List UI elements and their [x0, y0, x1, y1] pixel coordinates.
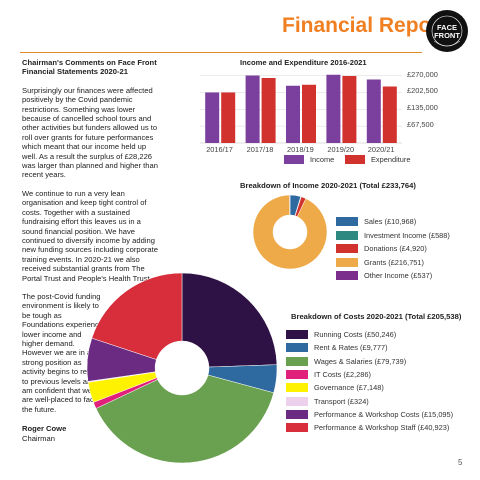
x-tick-label: 2020/21: [367, 145, 395, 154]
legend-swatch-income: [284, 155, 304, 164]
bar-income-2020-21: [366, 79, 381, 143]
y-tick-label: £67,500: [407, 120, 434, 130]
bar-income-2016-17: [205, 92, 220, 143]
income-legend-label: Other Income (£537): [364, 271, 433, 280]
income-legend-item: Sales (£10,968): [336, 217, 416, 226]
costs-legend-label: Performance & Workshop Costs (£15,095): [314, 409, 454, 419]
costs-legend-label: Governance (£7,148): [314, 383, 384, 393]
income-legend-item: Investment Income (£588): [336, 230, 450, 240]
legend-income: Income: [284, 155, 334, 164]
costs-legend-item: Running Costs (£50,246): [286, 330, 396, 339]
face-front-logo: FACE FRONT: [426, 10, 468, 52]
legend-expenditure: Expenditure: [345, 155, 410, 164]
costs-legend-swatch: [286, 369, 308, 379]
bar-income-2017-18: [245, 75, 260, 143]
income-legend-swatch: [336, 271, 358, 280]
costs-legend-swatch: [286, 356, 308, 366]
costs-legend-item: Wages & Salaries (£79,739): [286, 356, 407, 366]
costs-legend-label: Transport (£324): [314, 396, 369, 406]
comments-paragraph-3: The post-Covid funding environment is li…: [22, 291, 104, 414]
income-legend-label: Grants (£216,751): [364, 257, 424, 267]
income-legend-label: Sales (£10,968): [364, 217, 417, 226]
costs-legend-swatch: [286, 423, 308, 433]
comments-paragraph-1: Surprisingly our finances were affected …: [22, 85, 158, 180]
x-tick-label: 2019/20: [327, 145, 355, 154]
header-rule: [20, 52, 422, 53]
costs-chart-title: Breakdown of Costs 2020-2021 (Total £205…: [291, 312, 462, 321]
bar-chart-title: Income and Expenditure 2016-2021: [240, 58, 367, 67]
bar-expenditure-2018-19: [302, 84, 316, 143]
income-slice-0: [289, 194, 302, 217]
costs-slice-1: [207, 364, 278, 394]
signer-name: Roger Cowe: [22, 424, 67, 434]
income-legend-swatch: [336, 244, 358, 253]
income-slice-4: [289, 194, 291, 216]
bar-expenditure-2016-17: [221, 92, 236, 143]
y-tick-label: £135,000: [407, 103, 438, 113]
costs-legend-label: Wages & Salaries (£79,739): [314, 356, 407, 366]
costs-legend-swatch: [286, 343, 308, 353]
legend-swatch-expenditure: [345, 155, 365, 164]
income-legend-label: Donations (£4,920): [364, 244, 427, 253]
report-title: Financial Report: [282, 14, 447, 37]
x-tick-label: 2016/17: [206, 145, 233, 154]
signer-role: Chairman: [22, 433, 55, 443]
bar-income-2019-20: [326, 74, 341, 143]
costs-legend-item: Performance & Workshop Costs (£15,095): [286, 409, 454, 419]
costs-legend-swatch: [286, 383, 308, 393]
income-legend-item: Other Income (£537): [336, 271, 432, 280]
costs-slice-0: [181, 272, 278, 368]
legend-label-income: Income: [310, 155, 335, 164]
comments-heading: Chairman's Comments on Face Front Financ…: [22, 58, 157, 77]
income-legend-label: Investment Income (£588): [364, 230, 450, 240]
costs-legend-label: IT Costs (£2,286): [314, 369, 371, 379]
costs-legend-item: Governance (£7,148): [286, 383, 384, 393]
costs-legend-label: Rent & Rates (£9,777): [314, 343, 388, 353]
income-legend-item: Grants (£216,751): [336, 257, 424, 267]
bar-income-2018-19: [286, 85, 300, 143]
income-slice-3: [252, 194, 328, 270]
costs-legend-item: Transport (£324): [286, 396, 369, 406]
income-chart-title: Breakdown of Income 2020-2021 (Total £23…: [240, 181, 416, 190]
chairman-comments: Chairman's Comments on Face Front Financ…: [22, 58, 162, 443]
page-number: 5: [458, 458, 463, 467]
income-legend-swatch: [336, 257, 358, 267]
svg-text:FACE: FACE: [437, 23, 457, 32]
costs-legend-swatch: [286, 330, 308, 339]
comments-paragraph-2: We continue to run a very lean organisat…: [22, 188, 158, 283]
y-tick-label: £270,000: [407, 69, 438, 79]
bar-expenditure-2020-21: [382, 86, 397, 143]
costs-legend-item: Performance & Workshop Staff (£40,923): [286, 423, 450, 433]
income-legend-swatch: [336, 230, 358, 240]
costs-legend-item: Rent & Rates (£9,777): [286, 343, 388, 353]
svg-text:FRONT: FRONT: [434, 31, 460, 40]
x-tick-label: 2017/18: [246, 145, 274, 154]
income-legend-swatch: [336, 217, 358, 226]
costs-legend-label: Performance & Workshop Staff (£40,923): [314, 423, 450, 433]
bar-expenditure-2019-20: [342, 76, 357, 143]
legend-label-expenditure: Expenditure: [371, 155, 411, 164]
income-legend-item: Donations (£4,920): [336, 244, 427, 253]
costs-legend-swatch: [286, 396, 308, 406]
income-slice-2: [294, 196, 307, 217]
y-tick-label: £202,500: [407, 86, 438, 96]
income-slice-1: [294, 196, 302, 217]
costs-legend-item: IT Costs (£2,286): [286, 369, 371, 379]
bar-expenditure-2017-18: [261, 78, 276, 143]
x-tick-label: 2018/19: [287, 145, 314, 154]
costs-legend-swatch: [286, 409, 308, 419]
costs-legend-label: Running Costs (£50,246): [314, 330, 397, 339]
